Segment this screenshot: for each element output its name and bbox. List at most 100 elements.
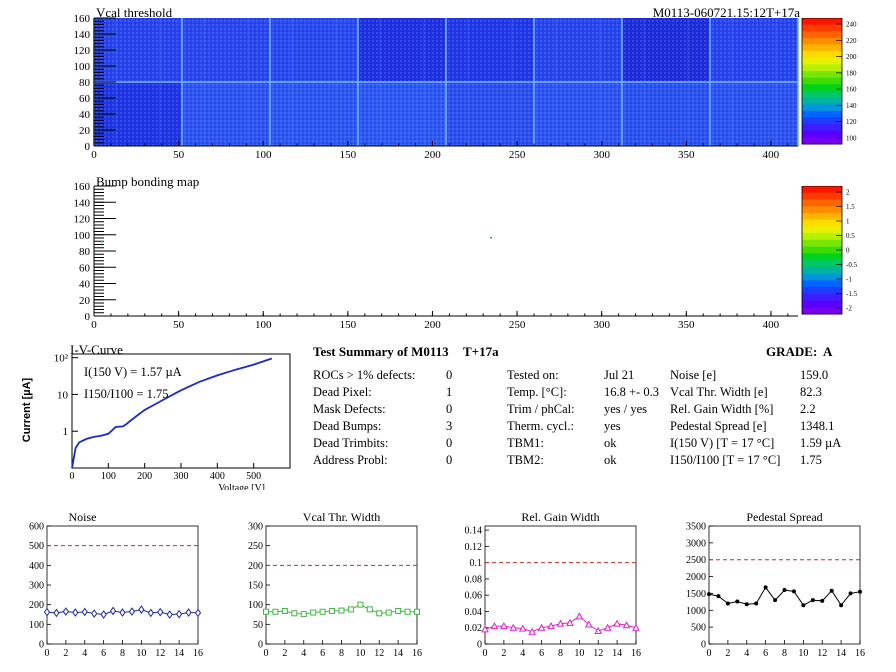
y-tick-label: 250	[248, 541, 263, 552]
y-tick-label: 40	[79, 109, 91, 121]
data-point	[848, 591, 853, 596]
y-tick-label: 100	[248, 600, 263, 611]
data-point	[194, 608, 202, 618]
data-point	[329, 607, 336, 614]
summary-value: 16.8 +- 0.3	[604, 385, 659, 399]
y-tick-label: 0.14	[465, 526, 483, 537]
data-point	[91, 609, 98, 618]
summary-value: yes	[604, 419, 621, 433]
colorbar-tick-label: -1	[846, 276, 852, 284]
y-tick-label: 600	[29, 522, 44, 533]
y-tick-label: 40	[79, 279, 91, 291]
colorbar-swatch	[802, 51, 842, 59]
y-tick-label: 120	[74, 45, 91, 57]
y-tick-label: 0.08	[465, 574, 483, 585]
data-point	[300, 611, 307, 618]
vcal-map-title: Vcal threshold	[96, 5, 173, 20]
y-tick-label: 0	[39, 640, 44, 651]
summary-label: Noise [e]	[670, 368, 717, 382]
x-tick-label: 200	[137, 471, 152, 482]
x-tick-label: 250	[509, 319, 526, 330]
summary-value: 2.2	[800, 402, 816, 416]
data-point	[791, 589, 796, 594]
x-tick-label: 400	[763, 319, 780, 330]
y-tick-label: 10²	[54, 353, 69, 365]
colorbar-swatch	[802, 192, 842, 200]
x-tick-label: 0	[264, 648, 269, 659]
data-point	[839, 603, 844, 608]
x-tick-label: 6	[539, 648, 544, 659]
x-tick-label: 0	[91, 319, 97, 330]
colorbar-swatch	[802, 97, 842, 105]
colorbar-swatch	[802, 253, 842, 261]
y-tick-label: 140	[74, 29, 91, 41]
y-tick-label: 60	[79, 93, 91, 105]
colorbar-swatch	[802, 71, 842, 79]
data-point	[128, 607, 136, 616]
x-tick-label: 6	[320, 648, 325, 659]
small-chart-frame	[708, 525, 861, 645]
data-point	[281, 607, 288, 614]
x-tick-label: 300	[593, 319, 610, 330]
iv-title: I-V-Curve	[70, 342, 123, 357]
y-tick-label: 120	[74, 214, 91, 226]
x-tick-label: 350	[678, 319, 695, 330]
x-tick-label: 10	[798, 648, 808, 659]
summary-label: Address Probl:	[313, 453, 388, 467]
x-tick-label: 8	[339, 648, 344, 659]
x-tick-label: 500	[246, 471, 261, 482]
summary-label: Dead Bumps:	[313, 419, 382, 433]
data-point	[632, 623, 640, 631]
data-point	[810, 598, 815, 603]
grade-value: A	[823, 344, 833, 359]
y-tick-label: 500	[691, 623, 706, 634]
data-point	[72, 608, 79, 617]
y-tick-label: 20	[79, 125, 91, 137]
iv-curve-plot: 0 100 200 300 400 500 10² 10 1 I(150 V) = 1.57 µA…	[21, 353, 291, 490]
y-tick-label: 300	[29, 581, 44, 592]
x-tick-label: 350	[678, 149, 695, 161]
data-point	[707, 592, 711, 597]
x-tick-label: 150	[340, 319, 357, 330]
y-tick-label: 0.02	[465, 623, 483, 634]
colorbar-swatch	[802, 246, 842, 254]
colorbar-swatch	[802, 18, 842, 26]
summary-value: 82.3	[800, 385, 822, 399]
summary-label: ROCs > 1% defects:	[313, 368, 416, 382]
summary-label: TBM2:	[507, 453, 544, 467]
data-point	[500, 622, 508, 630]
data-point	[395, 607, 402, 614]
y-tick-label: 3000	[686, 538, 706, 549]
data-point	[744, 602, 749, 607]
data-point	[490, 622, 499, 630]
iv-annotation-ratio: I150/I100 = 1.75	[84, 387, 168, 401]
colorbar-swatch	[802, 24, 842, 32]
data-point	[157, 607, 164, 617]
x-tick-label: 4	[744, 648, 749, 659]
data-point	[575, 612, 584, 620]
data-point	[603, 623, 612, 631]
small-chart-frame	[46, 525, 199, 645]
colorbar-swatch	[802, 219, 842, 227]
x-tick-label: 16	[631, 648, 641, 659]
summary-value: 3	[446, 419, 453, 433]
colorbar-tick-label: 180	[846, 69, 857, 77]
data-point	[263, 608, 269, 615]
x-tick-label: 14	[612, 648, 622, 659]
summary-label: Vcal Thr. Width [e]	[670, 385, 768, 399]
iv-annotation-current: I(150 V) = 1.57 µA	[84, 365, 182, 379]
x-tick-label: 150	[340, 149, 357, 161]
data-point	[414, 608, 420, 615]
colorbar-swatch	[802, 206, 842, 214]
summary-value: 1	[446, 385, 453, 399]
y-tick-label: 400	[29, 561, 44, 572]
data-point	[357, 601, 364, 608]
small-chart-title: Vcal Thr. Width	[303, 510, 380, 524]
x-tick-label: 100	[255, 319, 272, 330]
x-tick-label: 50	[173, 319, 185, 330]
data-point	[763, 585, 768, 590]
x-tick-label: 12	[593, 648, 603, 659]
data-point	[566, 618, 574, 626]
y-tick-label: 1500	[686, 589, 706, 600]
data-point	[820, 598, 825, 603]
